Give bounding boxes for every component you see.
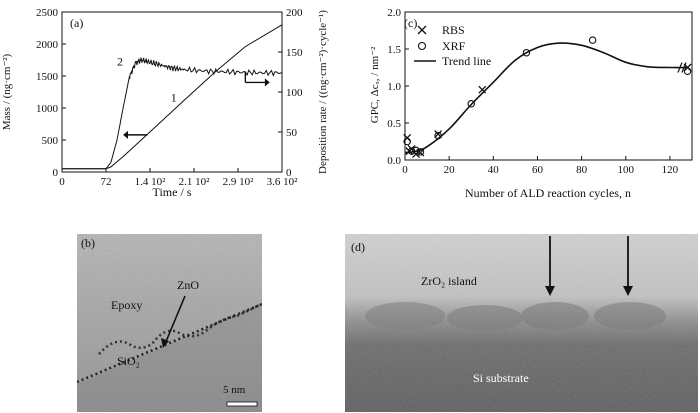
y-right-tick-label: 200	[286, 7, 303, 19]
y-left-tick-label: 1500	[36, 71, 59, 83]
x-tick-label: 20	[444, 164, 456, 176]
panel-c: GPC, Δcₓ, / nm⁻² Number of ALD reaction …	[360, 0, 700, 205]
xrf-point	[522, 48, 531, 57]
xrf-point	[467, 100, 475, 108]
x-tick-label: 80	[576, 164, 588, 176]
curve-label-1: 1	[171, 91, 177, 105]
x-tick-label: 120	[662, 164, 679, 176]
series-2-line	[62, 56, 283, 170]
label-zno: ZnO	[177, 278, 199, 292]
panel-label: (a)	[70, 16, 83, 30]
y-left-tick-label: 1000	[36, 103, 59, 115]
x-tick-label: 60	[532, 164, 544, 176]
rbs-point	[434, 130, 443, 139]
x-tick-label: 2.1 10²	[179, 176, 211, 188]
xrf-point	[407, 147, 416, 155]
label-sio2: SiO₂	[117, 354, 140, 368]
y-tick-label: 0.5	[387, 118, 401, 130]
xrf-point	[434, 131, 442, 140]
zno-boundary	[98, 302, 262, 355]
y-right-tick-label: 50	[286, 127, 298, 139]
legend-trend-label: Trend line	[442, 54, 491, 68]
panel-a: Mass / (ng·cm⁻²) Deposition rate / ((ng·…	[0, 0, 335, 200]
x-tick-label: 2.9 10²	[223, 176, 255, 188]
ylabel: GPC, Δcₓ, / nm⁻²	[369, 46, 381, 123]
panel-d-tem-image: (d) ZrO₂ island Si substrate	[345, 234, 698, 412]
x-tick-label: 0	[402, 164, 408, 176]
legend-rbs-marker	[417, 25, 427, 35]
panel-label: (c)	[404, 16, 417, 30]
zno-arrow-head	[161, 338, 169, 348]
y-tick-label: 1.0	[387, 81, 401, 93]
sio2-boundary	[77, 302, 262, 384]
y-right-tick-label: 0	[286, 167, 292, 179]
tem-texture	[345, 234, 698, 412]
curve-label-2: 2	[117, 55, 123, 69]
y-left-tick-label: 0	[53, 167, 59, 179]
axis-break	[681, 62, 687, 73]
legend-rbs-label: RBS	[442, 23, 465, 37]
xlabel: Time / s	[153, 185, 192, 199]
x-tick-label: 0	[59, 176, 65, 188]
arrow-2-head	[623, 286, 633, 296]
x-tick-label: 72	[101, 176, 112, 188]
scale-bar	[226, 401, 258, 407]
panel-label: (d)	[351, 240, 365, 254]
label-scale: 5 nm	[223, 384, 246, 396]
arrow-1-head	[545, 286, 555, 296]
y-tick-label: 2.0	[387, 7, 401, 19]
panel-label: (b)	[81, 236, 95, 250]
tem-texture	[77, 234, 262, 412]
chart-a: Mass / (ng·cm⁻²) Deposition rate / ((ng·…	[1, 7, 329, 199]
y-left-tick-label: 500	[42, 135, 59, 147]
xrf-point	[683, 67, 692, 75]
xrf-point	[412, 146, 420, 155]
panel-b-tem-image: (b) Epoxy ZnO SiO₂ 5 nm	[77, 234, 262, 412]
ylabel-left: Mass / (ng·cm⁻²)	[1, 54, 13, 131]
xlabel: Number of ALD reaction cycles, n	[465, 186, 631, 200]
series-1-line	[62, 24, 283, 170]
xrf-point	[588, 36, 597, 44]
y-left-tick-label: 2500	[36, 7, 59, 19]
axis-break	[677, 62, 683, 73]
label-substrate: Si substrate	[473, 371, 529, 385]
y-right-tick-label: 150	[286, 47, 303, 59]
legend-xrf-marker	[417, 41, 427, 51]
y-tick-label: 0.0	[387, 155, 401, 167]
x-tick-label: 3.6 10²	[267, 176, 299, 188]
label-island: ZrO₂ island	[421, 274, 477, 288]
arrow-left-head	[123, 130, 128, 139]
y-tick-label: 1.5	[387, 44, 401, 56]
xrf-point	[416, 148, 425, 156]
label-epoxy: Epoxy	[111, 298, 143, 312]
y-right-tick-label: 100	[286, 87, 303, 99]
x-tick-label: 100	[618, 164, 635, 176]
zno-arrow	[164, 295, 186, 345]
x-tick-label: 1.4 10²	[135, 176, 167, 188]
chart-c: GPC, Δcₓ, / nm⁻² Number of ALD reaction …	[369, 7, 693, 200]
y-left-tick-label: 2000	[36, 39, 59, 51]
x-tick-label: 40	[488, 164, 500, 176]
ylabel-right: Deposition rate / ((ng·cm⁻²)·cycle⁻¹)	[317, 10, 329, 174]
arrow-right-head	[264, 78, 270, 87]
rbs-point	[478, 85, 487, 94]
xrf-point	[403, 137, 411, 146]
legend-xrf-label: XRF	[442, 39, 466, 53]
trend-line	[404, 42, 688, 154]
